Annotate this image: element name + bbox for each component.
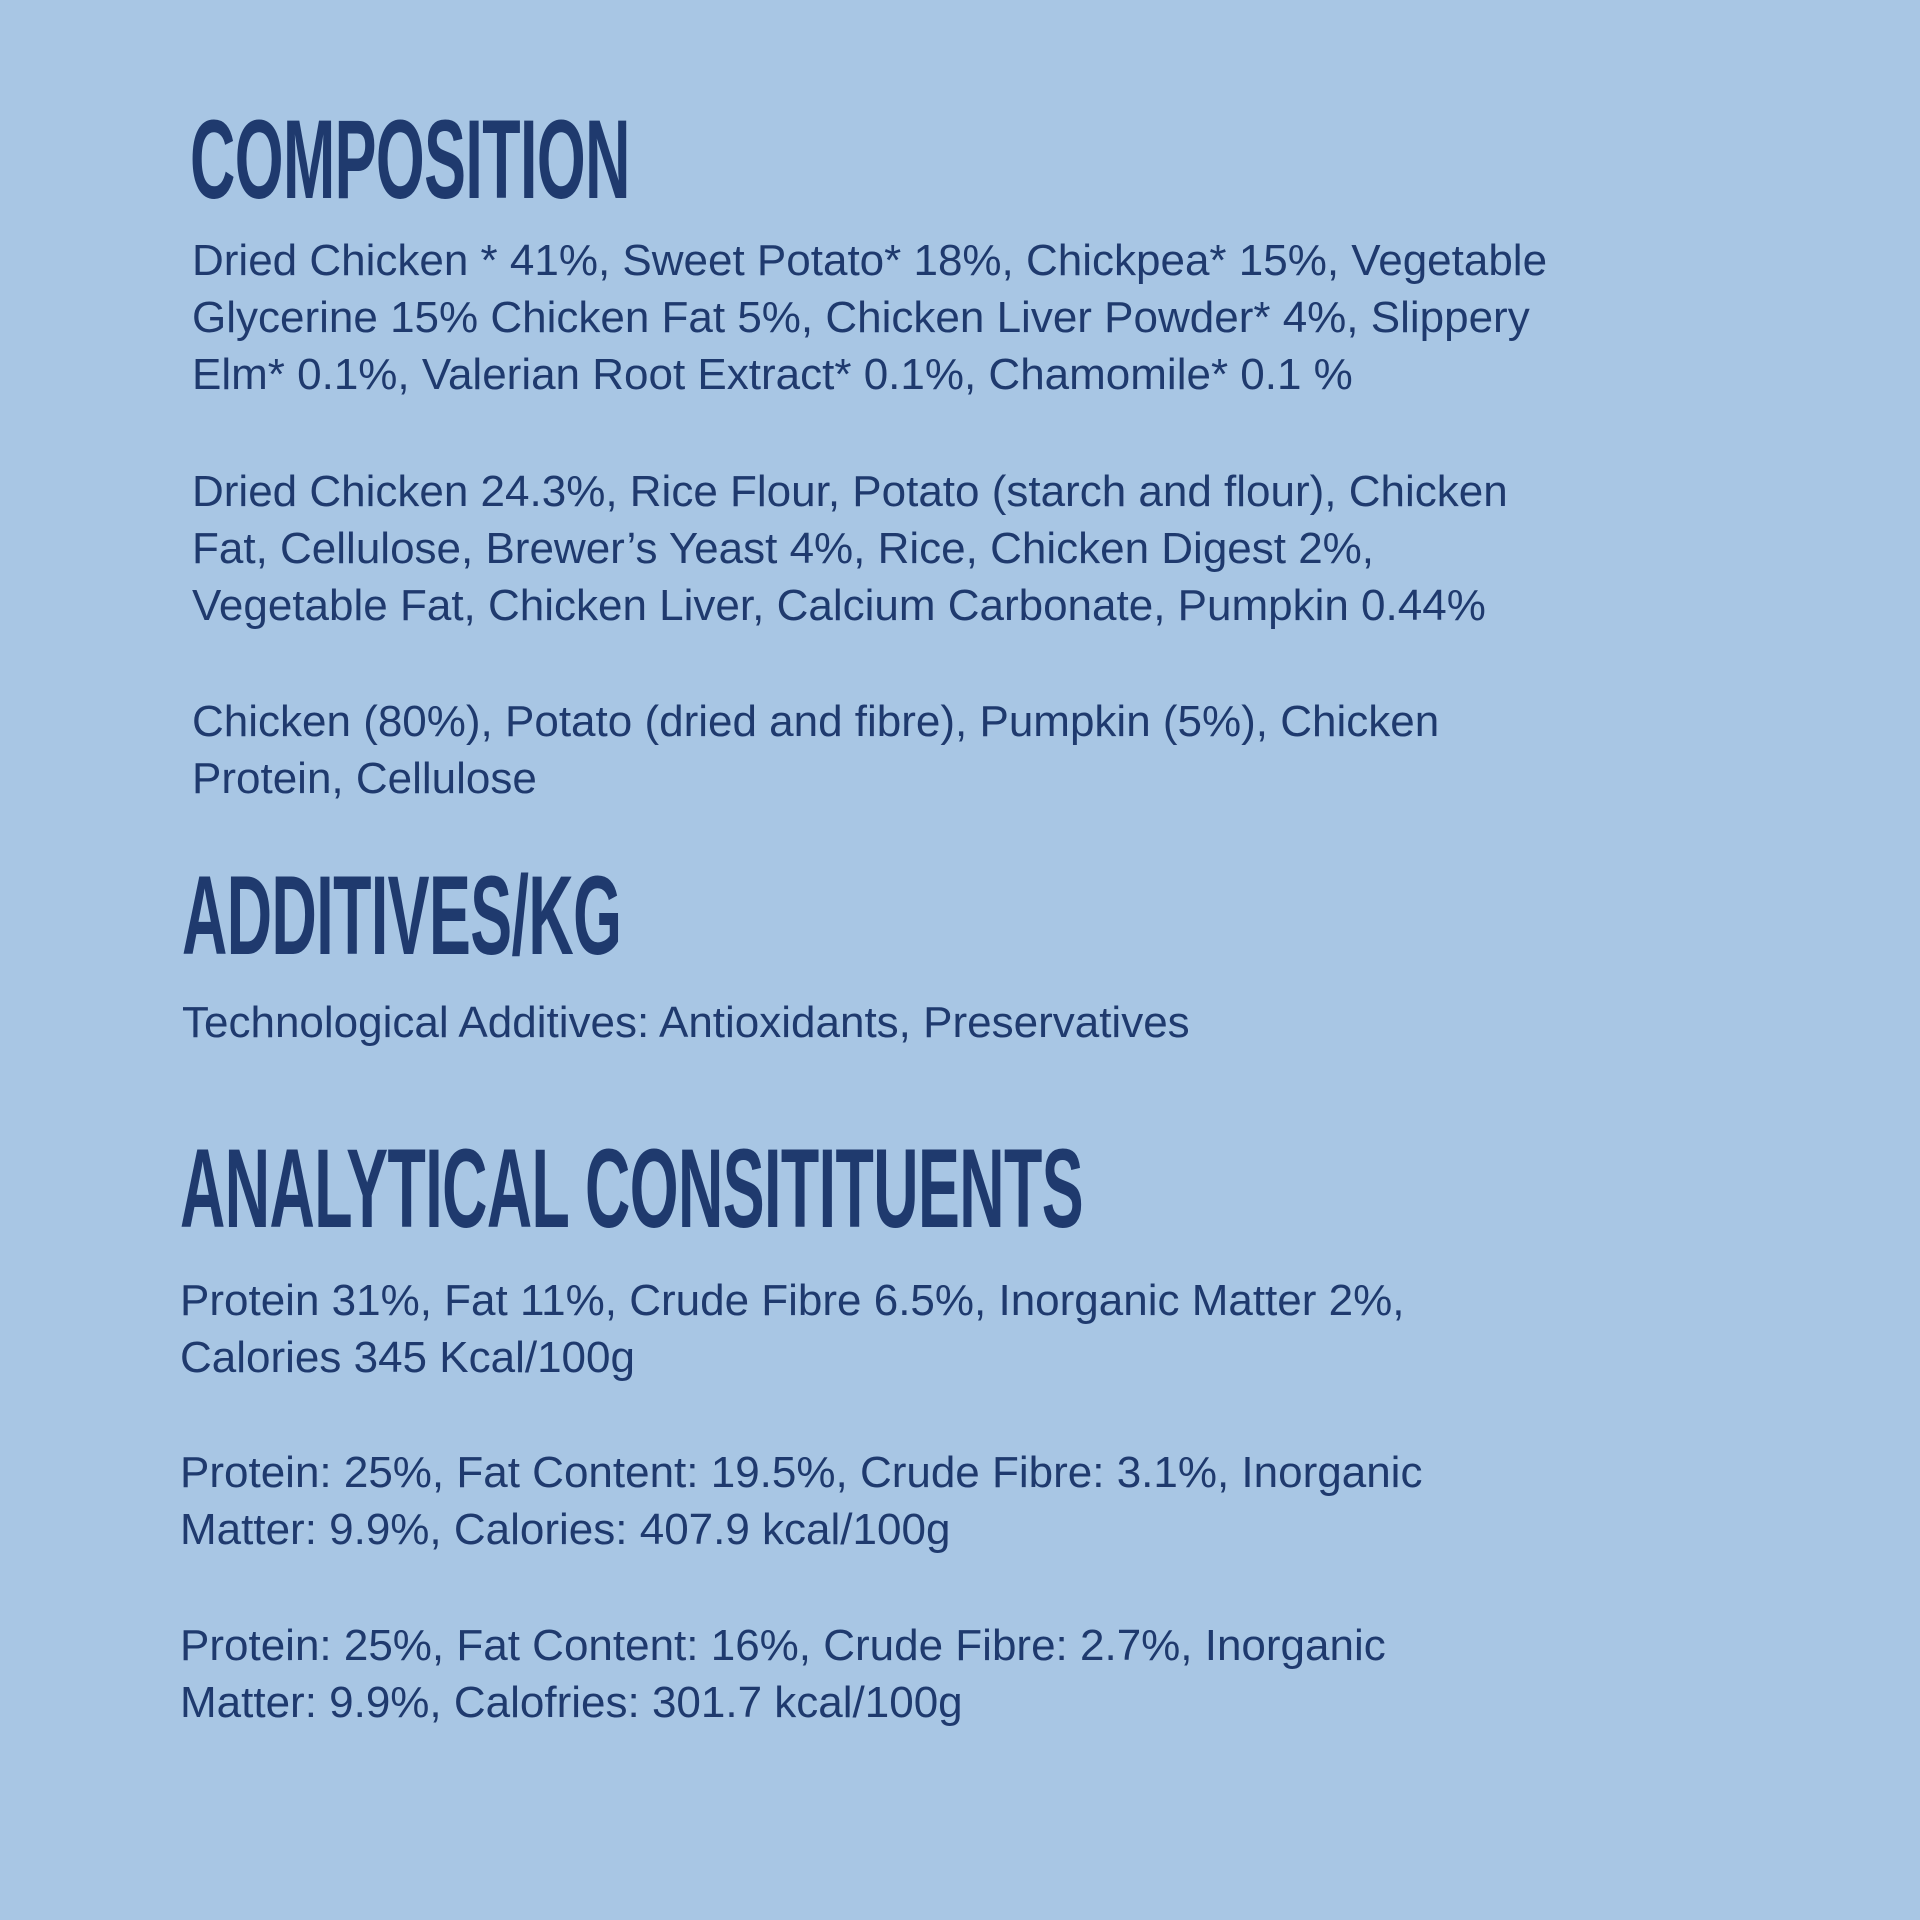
- text-line: Dried Chicken 24.3%, Rice Flour, Potato …: [192, 467, 1508, 516]
- text-line: Technological Additives: Antioxidants, P…: [182, 998, 1190, 1047]
- text-line: Protein: 25%, Fat Content: 16%, Crude Fi…: [180, 1621, 1386, 1670]
- text-line: Calories 345 Kcal/100g: [180, 1333, 635, 1382]
- additives-heading: ADDITIVES/KG: [182, 853, 622, 978]
- text-line: Matter: 9.9%, Calofries: 301.7 kcal/100g: [180, 1678, 963, 1727]
- analytical-heading: ANALYTICAL CONSITITUENTS: [180, 1126, 1084, 1251]
- analytical-paragraph-3: Protein: 25%, Fat Content: 16%, Crude Fi…: [180, 1617, 1386, 1731]
- composition-paragraph-2: Dried Chicken 24.3%, Rice Flour, Potato …: [192, 463, 1508, 634]
- text-line: Chicken (80%), Potato (dried and fibre),…: [192, 697, 1440, 746]
- composition-paragraph-3: Chicken (80%), Potato (dried and fibre),…: [192, 693, 1439, 807]
- text-line: Vegetable Fat, Chicken Liver, Calcium Ca…: [192, 581, 1486, 630]
- text-line: Glycerine 15% Chicken Fat 5%, Chicken Li…: [192, 293, 1530, 342]
- text-line: Protein 31%, Fat 11%, Crude Fibre 6.5%, …: [180, 1276, 1405, 1325]
- text-line: Elm* 0.1%, Valerian Root Extract* 0.1%, …: [192, 350, 1353, 399]
- analytical-paragraph-2: Protein: 25%, Fat Content: 19.5%, Crude …: [180, 1444, 1422, 1558]
- text-line: Matter: 9.9%, Calories: 407.9 kcal/100g: [180, 1505, 951, 1554]
- text-line: Protein, Cellulose: [192, 754, 537, 803]
- composition-heading: COMPOSITION: [190, 97, 630, 222]
- additives-paragraph: Technological Additives: Antioxidants, P…: [182, 994, 1190, 1051]
- text-line: Dried Chicken * 41%, Sweet Potato* 18%, …: [192, 236, 1548, 285]
- analytical-paragraph-1: Protein 31%, Fat 11%, Crude Fibre 6.5%, …: [180, 1272, 1404, 1386]
- composition-paragraph-1: Dried Chicken * 41%, Sweet Potato* 18%, …: [192, 232, 1547, 403]
- text-line: Fat, Cellulose, Brewer’s Yeast 4%, Rice,…: [192, 524, 1375, 573]
- text-line: Protein: 25%, Fat Content: 19.5%, Crude …: [180, 1448, 1423, 1497]
